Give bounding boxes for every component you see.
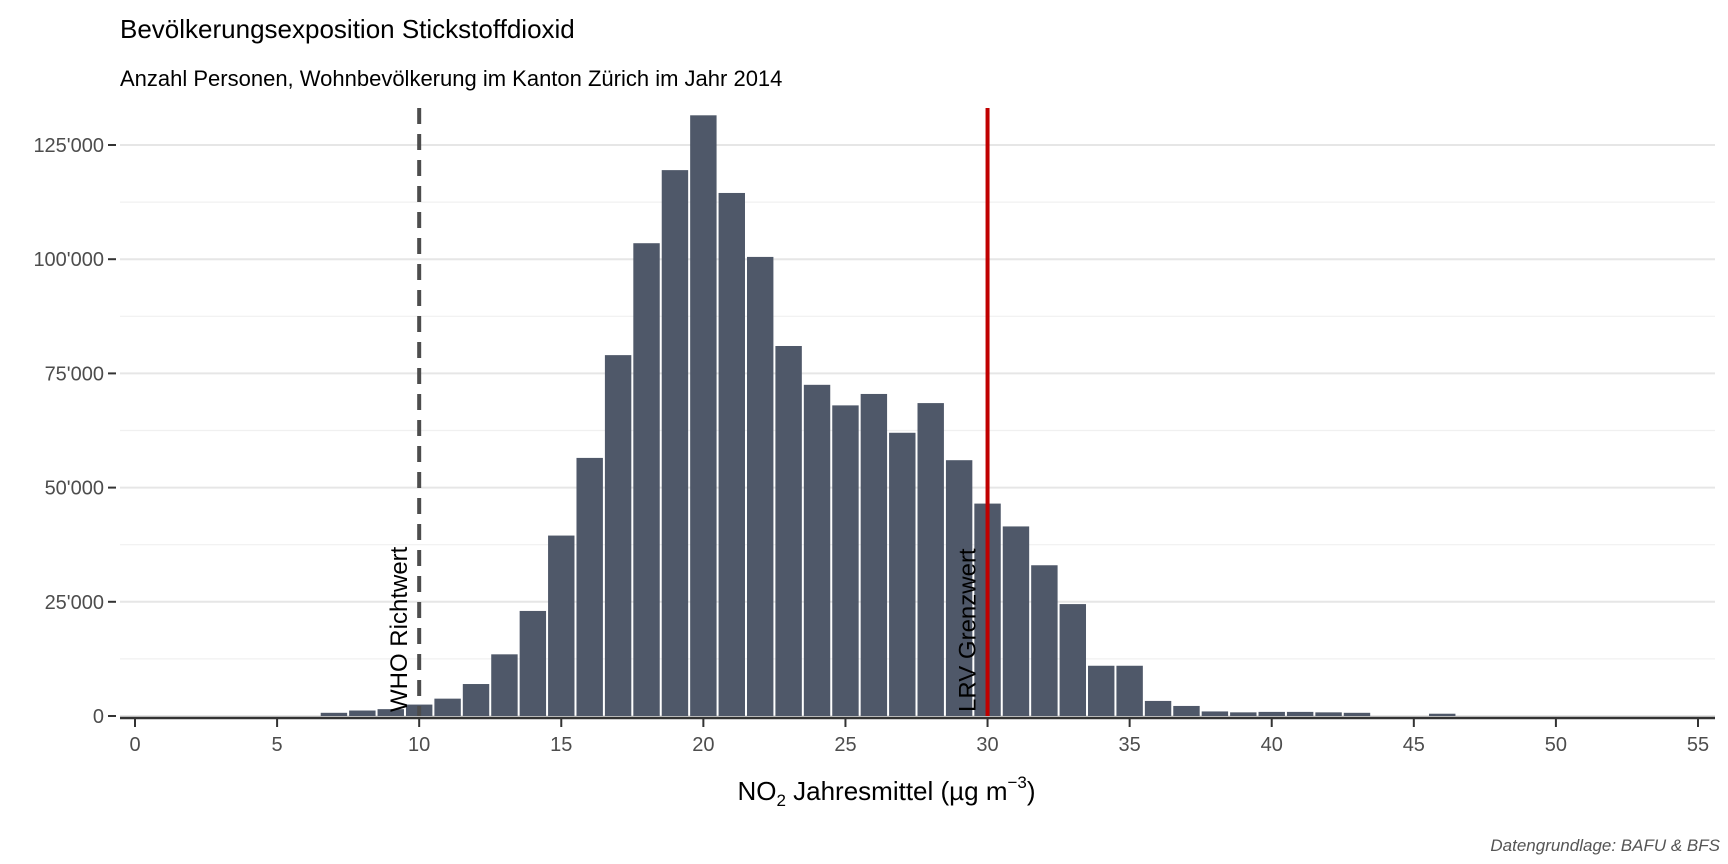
who-reference-label: WHO Richtwert [386, 546, 413, 712]
y-tick-label: 125'000 [33, 135, 104, 157]
histogram-bar [1088, 665, 1115, 716]
y-tick-label: 75'000 [45, 363, 104, 385]
y-tick-label: 100'000 [33, 249, 104, 271]
axes: 0 5 10 15 20 25 30 35 40 45 50 55 [120, 716, 1715, 756]
histogram-bar [320, 712, 348, 716]
histogram-bar [1173, 705, 1200, 716]
x-tick-label: 15 [550, 734, 572, 756]
histogram-bar [349, 710, 376, 716]
chart-subtitle: Anzahl Personen, Wohnbevölkerung im Kant… [120, 66, 783, 91]
histogram-bar [803, 384, 831, 716]
histogram-bar [1031, 565, 1058, 716]
histogram-bar [1286, 711, 1314, 716]
histogram-bar [945, 460, 973, 716]
reference-lines: WHO Richtwert LRV Grenzwert [386, 108, 990, 716]
histogram-bar [1230, 712, 1257, 716]
bars [320, 115, 1456, 717]
y-tick-label: 0 [93, 706, 104, 728]
histogram-bar [746, 256, 774, 716]
histogram-bar [718, 192, 745, 717]
x-tick-label: 40 [1261, 734, 1283, 756]
histogram-bar [1144, 700, 1172, 716]
x-tick-label: 25 [834, 734, 856, 756]
histogram-bar [519, 610, 547, 716]
x-tick-label: 30 [976, 734, 998, 756]
histogram-bar [661, 170, 689, 716]
histogram-bar [690, 115, 717, 717]
histogram-bar [1429, 713, 1456, 716]
y-tick-label: 25'000 [45, 592, 104, 614]
x-tick-label: 5 [272, 734, 283, 756]
histogram-bar [1116, 665, 1143, 716]
x-tick-label: 20 [692, 734, 714, 756]
lrv-reference-label: LRV Grenzwert [955, 548, 982, 712]
histogram-bar [1201, 711, 1229, 716]
x-tick-label: 50 [1545, 734, 1567, 756]
histogram-bar [377, 709, 404, 716]
histogram-bar [1343, 712, 1371, 716]
x-tick-label: 45 [1403, 734, 1425, 756]
histogram-bar [1258, 711, 1285, 716]
x-tick-label: 10 [408, 734, 430, 756]
histogram-bar [434, 698, 461, 716]
histogram-bar [604, 355, 632, 716]
histogram-bar [1059, 604, 1087, 716]
histogram-bar [917, 403, 944, 716]
histogram-bar [1315, 712, 1342, 716]
histogram-bar [889, 432, 916, 716]
histogram-bar [548, 535, 575, 716]
histogram-bar [491, 654, 518, 716]
chart-title: Bevölkerungsexposition Stickstoffdioxid [120, 14, 575, 44]
histogram-bar [633, 243, 660, 716]
histogram-bar [576, 457, 603, 716]
histogram-bar [462, 684, 490, 716]
y-tick-label: 50'000 [45, 478, 104, 500]
x-tick-label: 0 [129, 734, 140, 756]
histogram-bar [1002, 526, 1030, 716]
histogram-bar [860, 393, 888, 716]
histogram-bar [832, 405, 859, 716]
x-tick-label: 35 [1119, 734, 1141, 756]
histogram-bar [775, 345, 802, 716]
x-tick-label: 55 [1687, 734, 1709, 756]
caption: Datengrundlage: BAFU & BFS [1490, 836, 1720, 855]
x-axis-label: NO2 Jahresmittel (µg m−3) [737, 773, 1035, 810]
